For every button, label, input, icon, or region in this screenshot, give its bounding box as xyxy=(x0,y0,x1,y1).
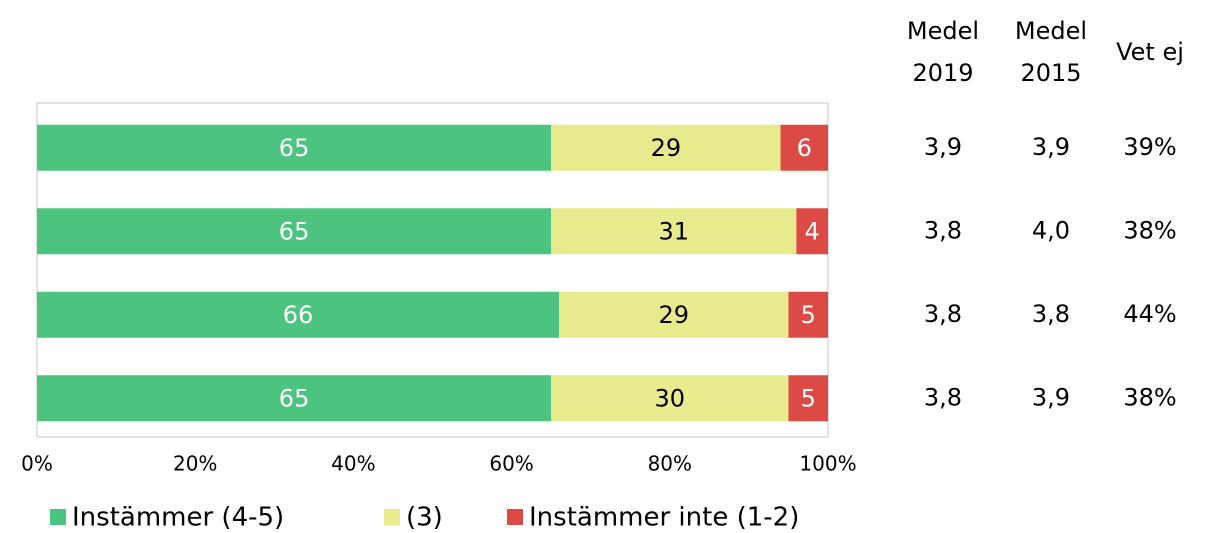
bar-segment xyxy=(551,208,797,255)
legend-swatch xyxy=(384,509,400,525)
bar-segment xyxy=(559,291,789,338)
bar-segment xyxy=(37,208,552,255)
legend-label: Instämmer (4-5) xyxy=(72,503,284,533)
data-label: 29 xyxy=(651,134,682,162)
table-cell: 4,0 xyxy=(1032,216,1070,244)
data-label: 65 xyxy=(279,217,310,245)
data-label: 30 xyxy=(655,384,686,412)
legend-swatch xyxy=(507,509,523,525)
data-label: 65 xyxy=(279,134,310,162)
table-header: Vet ej xyxy=(1116,38,1184,66)
table-cell: 3,9 xyxy=(924,133,962,161)
table-cell: 38% xyxy=(1123,216,1176,244)
bar-segment xyxy=(37,124,552,171)
table-cell: 3,8 xyxy=(924,300,962,328)
bar-segment xyxy=(551,124,781,171)
data-label: 66 xyxy=(283,301,314,329)
x-tick-label: 0% xyxy=(21,452,53,476)
bar-segment xyxy=(796,208,828,255)
table-cell: 39% xyxy=(1123,133,1176,161)
data-label: 6 xyxy=(797,134,812,162)
bar-segment xyxy=(37,291,560,338)
plot-area xyxy=(36,102,829,438)
table-cell: 3,8 xyxy=(924,216,962,244)
data-label: 29 xyxy=(658,301,689,329)
bar-segment xyxy=(37,375,552,422)
data-label: 5 xyxy=(801,384,816,412)
table-header: Medel xyxy=(907,17,979,45)
bar-segment xyxy=(780,124,828,171)
table-header: Medel xyxy=(1015,17,1087,45)
bar-segment xyxy=(551,375,789,422)
bar-segment xyxy=(788,291,828,338)
x-tick-label: 80% xyxy=(648,452,692,476)
table-cell: 3,9 xyxy=(1032,133,1070,161)
x-tick-label: 40% xyxy=(331,452,375,476)
table-cell: 44% xyxy=(1123,300,1176,328)
bar-segment xyxy=(788,375,828,422)
legend-swatch xyxy=(50,509,66,525)
legend-label: (3) xyxy=(406,503,443,533)
table-header: 2015 xyxy=(1020,59,1081,87)
x-tick-label: 100% xyxy=(799,452,856,476)
data-label: 65 xyxy=(279,384,310,412)
data-label: 4 xyxy=(805,217,820,245)
table-cell: 38% xyxy=(1123,383,1176,411)
x-tick-label: 20% xyxy=(173,452,217,476)
data-label: 31 xyxy=(658,217,689,245)
table-cell: 3,8 xyxy=(1032,300,1070,328)
x-tick-label: 60% xyxy=(489,452,533,476)
legend-label: Instämmer inte (1-2) xyxy=(529,503,799,533)
table-cell: 3,8 xyxy=(924,383,962,411)
data-label: 5 xyxy=(801,301,816,329)
table-header: 2019 xyxy=(912,59,973,87)
table-cell: 3,9 xyxy=(1032,383,1070,411)
